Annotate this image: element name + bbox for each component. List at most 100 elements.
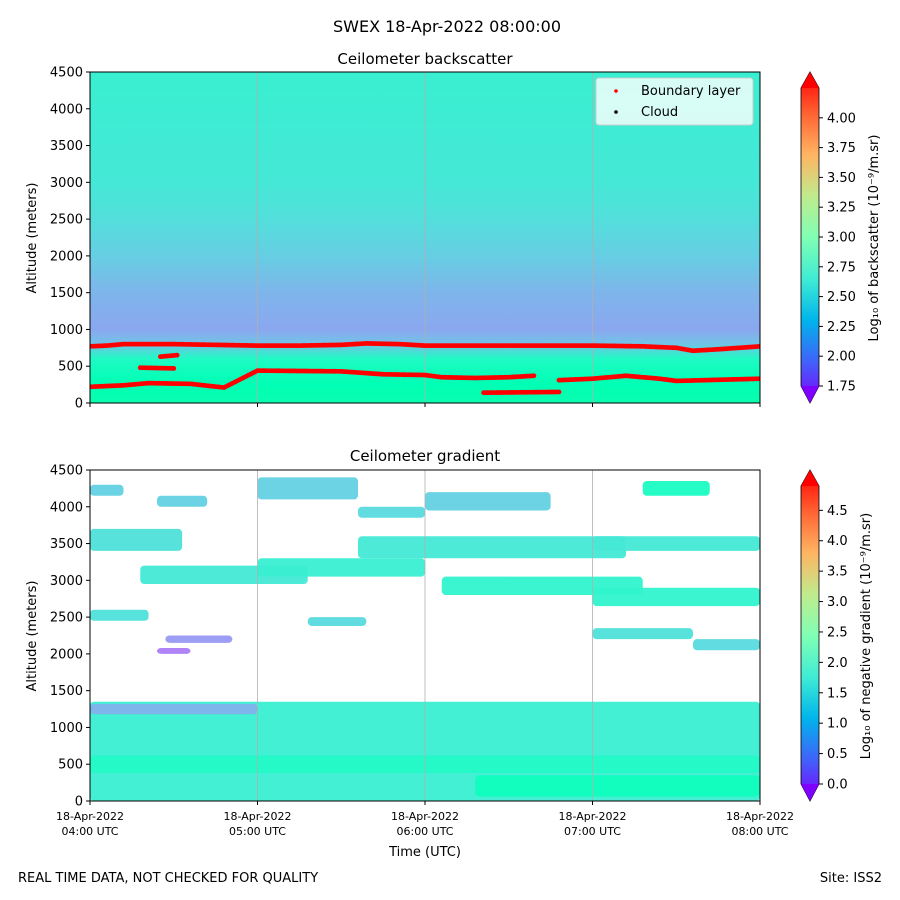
backscatter-ytick-label: 3000: [50, 176, 83, 191]
backscatter-colorbar-tick-label: 2.25: [827, 320, 856, 335]
footer-disclaimer: REAL TIME DATA, NOT CHECKED FOR QUALITY: [18, 871, 318, 886]
gradient-colorbar-tick-label: 1.5: [827, 686, 848, 701]
gradient-layer: [157, 495, 208, 507]
gradient-colorbar-ticks: 0.0 0.5 1.0 1.5 2.0 2.5 3.0 3.5 4.0 4.5: [819, 504, 848, 793]
gradient-colorbar-tick-label: 1.0: [827, 717, 848, 732]
gradient-layer: [693, 639, 760, 651]
backscatter-panel: Ceilometer backscatter 0 500 1000 1500 2000 2…: [25, 50, 882, 412]
gradient-ytick-label: 2500: [50, 611, 83, 626]
gradient-xtick-time: 08:00 UTC: [731, 825, 788, 838]
boundary-layer-point: [531, 373, 537, 379]
gradient-layer: [165, 635, 233, 643]
backscatter-colorbar-tick-label: 1.75: [827, 380, 856, 395]
gradient-layer: [307, 617, 367, 626]
backscatter-colorbar-max-extend: [801, 72, 819, 88]
backscatter-colorbar-tick-label: 2.50: [827, 290, 856, 305]
backscatter-colorbar-min-extend: [801, 386, 819, 403]
gradient-layer: [592, 587, 760, 607]
gradient-xlabel: Time (UTC): [388, 845, 461, 860]
gradient-ytick-label: 4000: [50, 500, 83, 515]
boundary-layer-point: [174, 352, 180, 358]
gradient-xtick-time: 04:00 UTC: [61, 825, 118, 838]
gradient-ylabel: Altitude (meters): [25, 581, 40, 692]
gradient-layer: [157, 648, 191, 654]
gradient-layer: [90, 609, 149, 621]
backscatter-colorbar-tick-label: 2.00: [827, 350, 856, 365]
legend-marker-cloud: [614, 110, 618, 114]
gradient-ytick-label: 2000: [50, 647, 83, 662]
gradient-ytick-label: 3500: [50, 537, 83, 552]
gradient-ytick-label: 1500: [50, 684, 83, 699]
backscatter-colorbar-tick-label: 2.75: [827, 260, 856, 275]
gradient-colorbar-min-extend: [801, 784, 819, 801]
footer-site: Site: ISS2: [820, 871, 882, 886]
gradient-ytick-label: 500: [58, 758, 83, 773]
gradient-layer: [90, 703, 258, 715]
backscatter-colorbar-tick-label: 3.00: [827, 231, 856, 246]
backscatter-colorbar-bar: [800, 71, 820, 404]
legend-label-cloud: Cloud: [641, 105, 678, 120]
gradient-layer: [642, 481, 710, 496]
gradient-colorbar-label: Log₁₀ of negative gradient (10⁻⁹/m.sr): [859, 513, 874, 759]
gradient-colorbar-tick-label: 2.5: [827, 625, 848, 640]
backscatter-ylabel: Altitude (meters): [25, 183, 40, 294]
gradient-colorbar-tick-label: 4.5: [827, 504, 848, 519]
gradient-layer: [592, 628, 693, 640]
gradient-layer: [90, 484, 124, 496]
gradient-xtick-date: 18-Apr-2022: [223, 810, 291, 823]
boundary-layer-point: [171, 366, 177, 371]
gradient-xtick-time: 05:00 UTC: [229, 825, 286, 838]
gradient-colorbar-tick-label: 3.0: [827, 595, 848, 610]
backscatter-ytick-label: 1000: [50, 323, 83, 338]
backscatter-colorbar-tick-label: 3.75: [827, 141, 856, 156]
backscatter-x-ticks: [89, 403, 761, 407]
gradient-colorbar-tick-label: 0.0: [827, 778, 848, 793]
backscatter-ytick-label: 2000: [50, 249, 83, 264]
backscatter-title: Ceilometer backscatter: [337, 50, 513, 68]
gradient-layer: [358, 506, 425, 518]
boundary-layer-series: [90, 341, 760, 396]
gradient-panel: Ceilometer gradient 0 500 1000 1500 2000 2500…: [25, 447, 874, 860]
gradient-xtick-date: 18-Apr-2022: [558, 810, 626, 823]
gradient-xtick-date: 18-Apr-2022: [391, 810, 459, 823]
gradient-xtick-time: 06:00 UTC: [396, 825, 453, 838]
gradient-layer: [90, 528, 183, 551]
figure-suptitle: SWEX 18-Apr-2022 08:00:00: [333, 17, 561, 36]
boundary-layer-point: [757, 343, 760, 349]
gradient-colorbar: 0.0 0.5 1.0 1.5 2.0 2.5 3.0 3.5 4.0 4.5 Log₁₀ of …: [800, 469, 874, 802]
backscatter-ytick-label: 4000: [50, 102, 83, 117]
backscatter-ytick-label: 500: [58, 360, 83, 375]
gradient-ytick-label: 3000: [50, 574, 83, 589]
gradient-colorbar-tick-label: 4.0: [827, 534, 848, 549]
gradient-layer: [257, 558, 425, 577]
backscatter-colorbar: 1.75 2.00 2.25 2.50 2.75 3.00 3.25 3.50 3.75 4.00…: [800, 71, 882, 404]
gradient-gridlines: [257, 470, 593, 801]
boundary-layer-point: [757, 376, 760, 382]
gradient-layer: [425, 492, 551, 511]
gradient-xtick-date: 18-Apr-2022: [726, 810, 794, 823]
gradient-y-axis: 0 500 1000 1500 2000 2500 3000 3500 4000 4500: [50, 464, 90, 810]
gradient-ytick-label: 0: [75, 795, 83, 810]
legend: Boundary layer Cloud: [595, 77, 754, 126]
gradient-ytick-label: 4500: [50, 464, 83, 479]
backscatter-ytick-label: 0: [75, 397, 83, 412]
backscatter-ytick-label: 4500: [50, 66, 83, 81]
gradient-colorbar-max-extend: [801, 470, 819, 486]
backscatter-colorbar-tick-label: 4.00: [827, 111, 856, 126]
legend-box: [595, 77, 754, 126]
legend-label-boundary-layer: Boundary layer: [641, 84, 741, 99]
gradient-layer: [592, 536, 760, 551]
backscatter-colorbar-label: Log₁₀ of backscatter (10⁻⁹/m.sr): [867, 135, 882, 342]
gradient-colorbar-bar: [800, 469, 820, 802]
backscatter-colorbar-ticks: 1.75 2.00 2.25 2.50 2.75 3.00 3.25 3.50 3.75 4.00: [819, 111, 856, 395]
backscatter-y-axis: 0 500 1000 1500 2000 2500 3000 3500 4000 4500: [50, 66, 90, 412]
backscatter-colorbar-tick-label: 3.50: [827, 171, 856, 186]
gradient-colorbar-tick-label: 2.0: [827, 656, 848, 671]
gradient-colorbar-tick-label: 3.5: [827, 565, 848, 580]
backscatter-ytick-label: 3500: [50, 139, 83, 154]
gradient-layer: [475, 775, 760, 797]
gradient-title: Ceilometer gradient: [350, 447, 500, 465]
gradient-x-axis: 18-Apr-2022 04:00 UTC 18-Apr-2022 05:00 UTC…: [56, 801, 794, 838]
boundary-layer-point: [556, 389, 562, 395]
